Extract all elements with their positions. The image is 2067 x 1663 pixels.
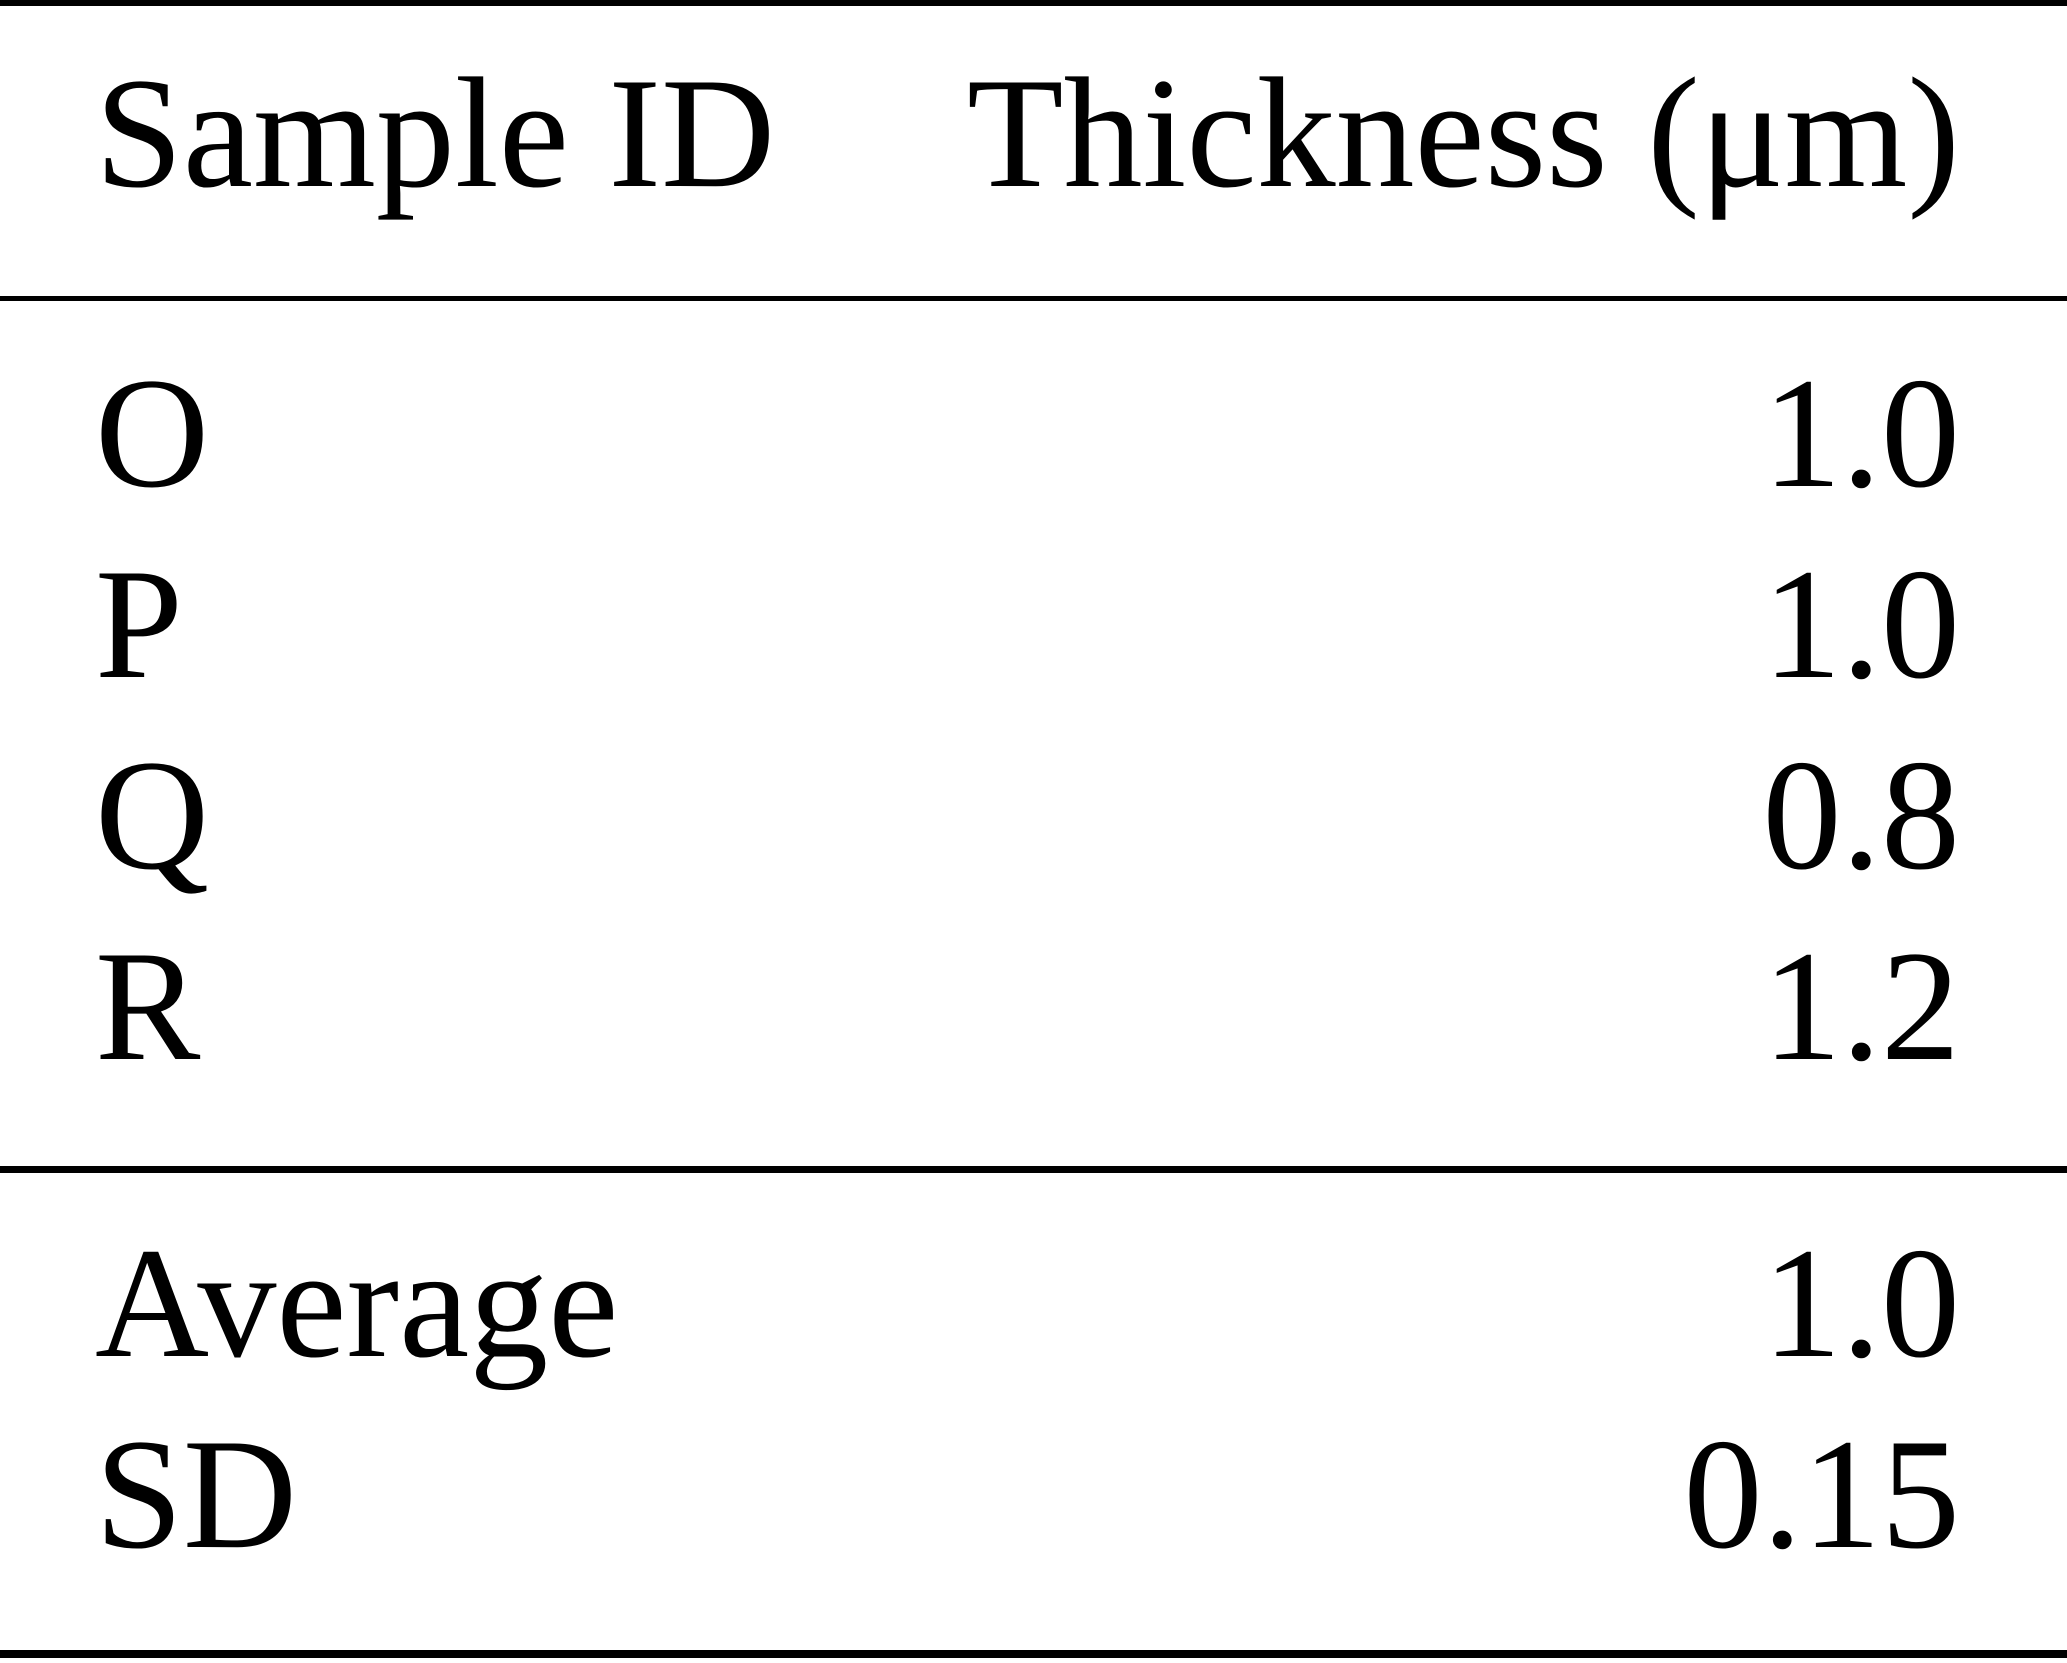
thickness-value-cell: 1.0: [1762, 346, 1961, 521]
table-row: P 1.0: [95, 529, 1960, 720]
summary-row-sd: SD 0.15: [95, 1399, 1960, 1590]
top-rule: [0, 0, 2067, 6]
table-row: Q 0.8: [95, 720, 1960, 911]
sample-id-cell: Q: [95, 728, 210, 903]
table-header-row: Sample ID Thickness (μm): [95, 38, 1960, 229]
summary-label: Average: [95, 1216, 619, 1391]
header-rule: [0, 296, 2067, 301]
sample-id-cell: R: [95, 919, 201, 1094]
summary-label: SD: [95, 1407, 297, 1582]
sample-id-cell: P: [95, 537, 183, 712]
thickness-value-cell: 1.2: [1762, 919, 1961, 1094]
thickness-value-cell: 0.8: [1762, 728, 1961, 903]
summary-value: 0.15: [1683, 1407, 1961, 1582]
bottom-rule: [0, 1650, 2067, 1658]
table-row: R 1.2: [95, 911, 1960, 1102]
column-header-thickness: Thickness (μm): [967, 46, 1960, 221]
thickness-value-cell: 1.0: [1762, 537, 1961, 712]
column-header-sample-id: Sample ID: [95, 46, 776, 221]
table-row: O 1.0: [95, 338, 1960, 529]
summary-row-average: Average 1.0: [95, 1208, 1960, 1399]
summary-separator-rule: [0, 1166, 2067, 1173]
sample-id-cell: O: [95, 346, 210, 521]
summary-value: 1.0: [1762, 1216, 1961, 1391]
